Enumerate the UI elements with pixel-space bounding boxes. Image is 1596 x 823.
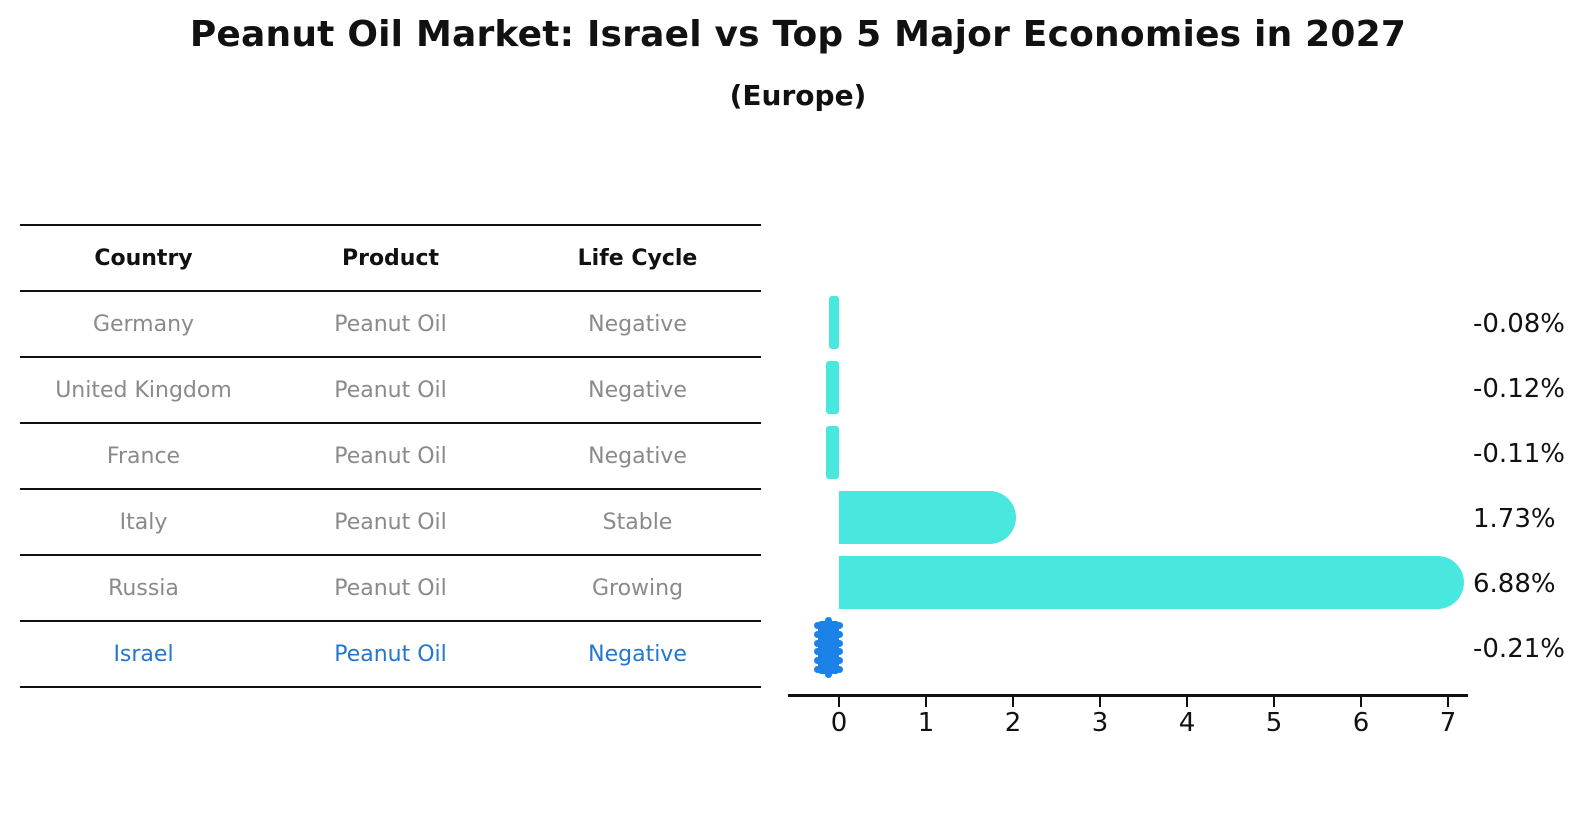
x-axis-tick [1186, 697, 1188, 707]
x-axis-tick-label: 6 [1352, 708, 1370, 738]
table-cell-life_cycle: Negative [588, 443, 687, 469]
table-row-italy: Italy Peanut Oil Stable [20, 490, 761, 556]
table-header-product: Product [341, 245, 440, 271]
table-row-russia: Russia Peanut Oil Growing [20, 556, 761, 622]
bar-united-kingdom [825, 361, 839, 414]
hatch-dot [836, 666, 843, 673]
hatch-dot [836, 630, 843, 638]
table-cell-life_cycle: Stable [602, 509, 673, 535]
bar-italy [839, 491, 1016, 544]
x-axis-tick-label: 4 [1178, 708, 1196, 738]
bar-value-label: 1.73% [1473, 503, 1556, 534]
x-axis-tick [925, 697, 927, 707]
x-axis-tick [838, 697, 840, 707]
hatch-dot [813, 622, 821, 629]
table-row-germany: Germany Peanut Oil Negative [20, 292, 761, 358]
hatch-dot [836, 639, 843, 647]
table-cell-life_cycle: Negative [588, 641, 687, 667]
comparison-table: Country Product Life Cycle Germany Peanut… [20, 224, 761, 688]
table-cell-product: Peanut Oil [334, 443, 447, 469]
hatch-dot [836, 648, 843, 656]
hatch-dot [813, 657, 821, 665]
bar-germany [829, 296, 839, 349]
x-axis-tick-label: 7 [1439, 708, 1457, 738]
table-row-united-kingdom: United Kingdom Peanut Oil Negative [20, 358, 761, 424]
hatch-dot [836, 657, 843, 665]
bar-israel [817, 621, 839, 674]
bar-russia [839, 556, 1464, 609]
bar-value-label: -0.08% [1473, 308, 1565, 339]
table-body: Germany Peanut Oil Negative United Kingdom P… [20, 292, 761, 688]
table-cell-country: France [106, 443, 181, 469]
table-cell-country: Israel [113, 641, 174, 667]
table-row-france: France Peanut Oil Negative [20, 424, 761, 490]
table-header-row: Country Product Life Cycle [20, 226, 761, 292]
table-row-israel: Israel Peanut Oil Negative [20, 622, 761, 688]
table-cell-country: Italy [119, 509, 168, 535]
bar-value-label: -0.21% [1473, 633, 1565, 664]
hatch-dot [813, 666, 821, 673]
chart-title: Peanut Oil Market: Israel vs Top 5 Major… [189, 14, 1407, 55]
hatch-dot [836, 622, 843, 629]
table-cell-life_cycle: Negative [588, 311, 687, 337]
table-header-country: Country [94, 245, 193, 271]
table-cell-product: Peanut Oil [334, 575, 447, 601]
x-axis-tick [1012, 697, 1014, 707]
table-cell-product: Peanut Oil [334, 311, 447, 337]
table-cell-product: Peanut Oil [334, 509, 447, 535]
x-axis-tick [1273, 697, 1275, 707]
hatch-dot [813, 639, 821, 647]
table-cell-country: United Kingdom [55, 377, 232, 403]
bar-france [826, 426, 839, 479]
hatch-dot [813, 648, 821, 656]
x-axis-line [788, 694, 1468, 697]
x-axis-tick [1099, 697, 1101, 707]
table-cell-country: Germany [92, 311, 195, 337]
x-axis-tick-label: 2 [1004, 708, 1022, 738]
hatch-dot [824, 671, 832, 678]
x-axis-tick-label: 3 [1091, 708, 1109, 738]
x-axis-tick [1447, 697, 1449, 707]
table-cell-life_cycle: Growing [591, 575, 684, 601]
x-axis-tick-label: 1 [917, 708, 935, 738]
table-cell-product: Peanut Oil [334, 641, 447, 667]
chart-subtitle: (Europe) [729, 79, 867, 112]
table-cell-product: Peanut Oil [334, 377, 447, 403]
table-header-lifecycle: Life Cycle [577, 245, 698, 271]
hatch-dot [813, 630, 821, 638]
x-axis-tick-label: 0 [830, 708, 848, 738]
table-cell-life_cycle: Negative [588, 377, 687, 403]
x-axis-tick [1360, 697, 1362, 707]
table-cell-country: Russia [108, 575, 179, 601]
bar-value-label: 6.88% [1473, 568, 1556, 599]
bar-value-label: -0.12% [1473, 373, 1565, 404]
hatch-dot [824, 617, 832, 624]
bar-value-label: -0.11% [1473, 438, 1565, 469]
x-axis-tick-label: 5 [1265, 708, 1283, 738]
